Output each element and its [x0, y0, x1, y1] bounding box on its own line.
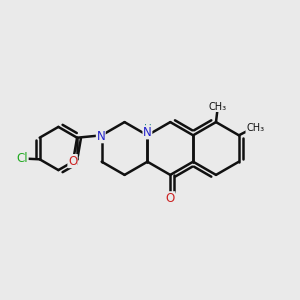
- Text: O: O: [166, 192, 175, 205]
- Text: H: H: [143, 124, 151, 134]
- Text: N: N: [96, 130, 105, 143]
- Text: CH₃: CH₃: [246, 123, 264, 133]
- Text: O: O: [68, 154, 77, 168]
- Text: CH₃: CH₃: [208, 101, 226, 112]
- Text: N: N: [143, 126, 152, 139]
- Text: Cl: Cl: [16, 152, 28, 165]
